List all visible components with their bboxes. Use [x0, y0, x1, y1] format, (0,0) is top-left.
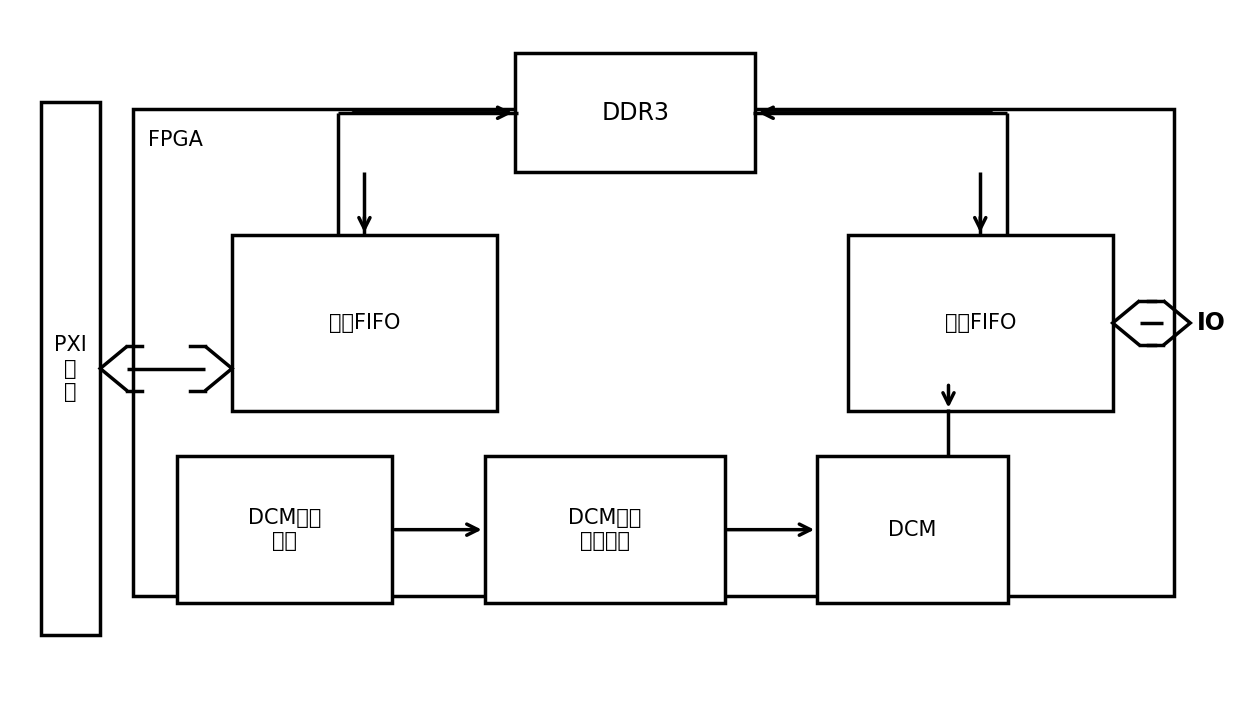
- Text: IO: IO: [1197, 311, 1225, 335]
- FancyBboxPatch shape: [232, 235, 497, 411]
- FancyBboxPatch shape: [485, 456, 724, 603]
- FancyBboxPatch shape: [134, 109, 1174, 596]
- FancyBboxPatch shape: [41, 102, 100, 635]
- Text: FPGA: FPGA: [149, 130, 203, 150]
- FancyBboxPatch shape: [516, 53, 755, 172]
- FancyBboxPatch shape: [848, 235, 1112, 411]
- Text: DDR3: DDR3: [601, 101, 670, 125]
- FancyBboxPatch shape: [176, 456, 392, 603]
- Text: 异步FIFO: 异步FIFO: [945, 313, 1016, 333]
- Text: PXI
总
线: PXI 总 线: [55, 335, 87, 402]
- Text: DCM: DCM: [888, 520, 936, 540]
- Text: DCM配置
文件: DCM配置 文件: [248, 508, 321, 552]
- Text: DCM重配
置控制器: DCM重配 置控制器: [568, 508, 641, 552]
- FancyBboxPatch shape: [817, 456, 1008, 603]
- Text: 异步FIFO: 异步FIFO: [329, 313, 401, 333]
